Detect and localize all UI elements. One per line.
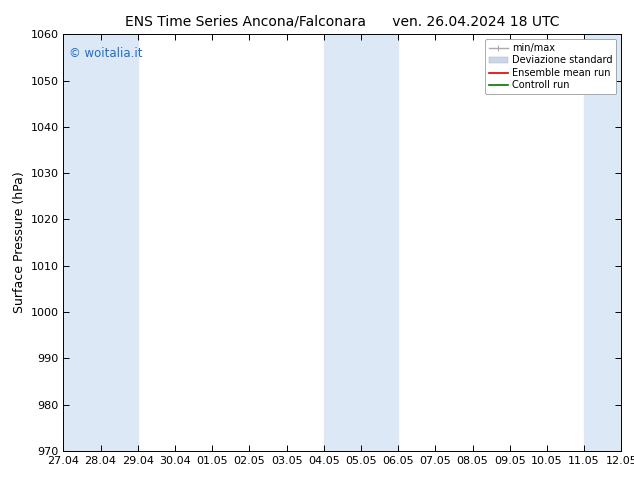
Y-axis label: Surface Pressure (hPa): Surface Pressure (hPa) (13, 172, 26, 314)
Legend: min/max, Deviazione standard, Ensemble mean run, Controll run: min/max, Deviazione standard, Ensemble m… (485, 39, 616, 94)
Bar (584, 34, 621, 451)
Text: © woitalia.it: © woitalia.it (69, 47, 143, 60)
Title: ENS Time Series Ancona/Falconara      ven. 26.04.2024 18 UTC: ENS Time Series Ancona/Falconara ven. 26… (125, 15, 560, 29)
Bar (63, 34, 138, 451)
Bar (324, 34, 398, 451)
